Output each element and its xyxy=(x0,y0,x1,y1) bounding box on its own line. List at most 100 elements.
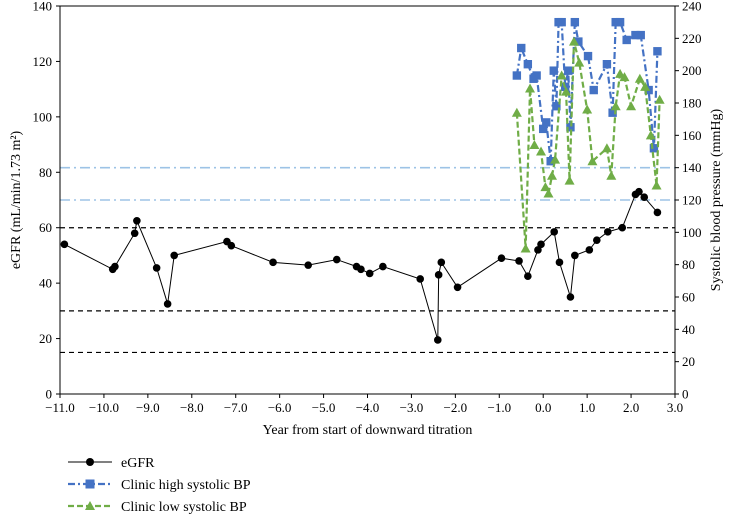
data-point xyxy=(635,187,643,196)
data-point xyxy=(332,255,341,264)
reference-lines xyxy=(60,166,675,354)
data-point xyxy=(626,101,637,111)
data-point xyxy=(564,66,573,75)
legend-item-low-bp: Clinic low systolic BP xyxy=(68,500,247,514)
y2-tick-label: 0 xyxy=(682,387,689,402)
data-point xyxy=(550,154,561,164)
x-tick-label: −1.0 xyxy=(487,400,511,415)
y2-tick-label: 40 xyxy=(682,322,695,337)
y-tick-label: 100 xyxy=(33,109,53,124)
data-point xyxy=(634,73,645,83)
data-point xyxy=(525,83,536,93)
y2-tick-label: 140 xyxy=(682,160,702,175)
series-low-bp xyxy=(511,36,665,253)
data-point xyxy=(133,216,141,225)
data-point xyxy=(529,140,540,150)
data-point xyxy=(587,156,598,166)
y2-tick-label: 220 xyxy=(682,31,702,46)
y-tick-label: 40 xyxy=(39,276,52,291)
data-point xyxy=(60,240,69,249)
data-point xyxy=(304,261,312,269)
data-point xyxy=(606,170,617,180)
x-tick-label: −6.0 xyxy=(268,400,292,415)
y2-tick-label: 180 xyxy=(682,96,702,111)
data-point xyxy=(111,262,119,271)
y2-tick-label: 20 xyxy=(682,354,695,369)
data-point xyxy=(357,265,365,274)
x-tick-label: −2.0 xyxy=(444,400,468,415)
data-point xyxy=(497,254,506,262)
y2-axis-label: Systolic blood pressure (mmHg) xyxy=(709,108,724,291)
y2-tick-label: 160 xyxy=(682,128,702,143)
data-point xyxy=(170,251,179,260)
series-egfr xyxy=(60,187,662,344)
data-point xyxy=(636,30,645,40)
data-point xyxy=(437,258,446,267)
data-point xyxy=(622,35,631,45)
legend-label-low-bp: Clinic low systolic BP xyxy=(121,500,247,514)
x-tick-label: 3.0 xyxy=(667,400,683,415)
data-point xyxy=(602,60,612,69)
x-tick-label: −4.0 xyxy=(356,400,380,415)
y2-tick-label: 100 xyxy=(682,225,702,240)
data-point xyxy=(582,104,593,114)
data-point xyxy=(640,81,651,91)
data-point xyxy=(540,182,551,192)
data-point xyxy=(552,102,561,111)
data-point xyxy=(227,241,236,250)
x-tick-label: 0.0 xyxy=(535,400,551,415)
legend-marker-egfr xyxy=(86,458,94,466)
y-axis-label: eGFR (mL/min/1.73 m²) xyxy=(9,130,24,269)
data-point xyxy=(434,271,443,279)
series-line xyxy=(515,41,661,249)
data-point xyxy=(546,157,555,166)
data-point xyxy=(130,229,139,238)
data-point xyxy=(589,85,598,95)
data-point xyxy=(555,258,564,267)
data-point xyxy=(619,72,630,82)
y2-tick-label: 60 xyxy=(682,290,695,305)
data-point xyxy=(593,236,601,244)
data-point xyxy=(564,175,575,185)
y2-tick-label: 200 xyxy=(682,63,702,78)
data-point xyxy=(601,143,612,153)
data-point xyxy=(603,228,612,236)
data-point xyxy=(517,43,526,53)
x-tick-label: −8.0 xyxy=(180,400,204,415)
data-point xyxy=(610,101,621,111)
data-point xyxy=(542,118,551,127)
data-point xyxy=(574,37,583,46)
data-point xyxy=(571,251,579,260)
data-point xyxy=(568,36,579,46)
data-point xyxy=(585,246,594,254)
y-tick-label: 0 xyxy=(46,387,53,402)
data-point xyxy=(566,293,575,301)
data-point xyxy=(416,275,425,283)
data-point xyxy=(532,71,541,80)
legend-marker-low-bp xyxy=(85,501,95,510)
data-point xyxy=(152,264,161,272)
data-point xyxy=(566,123,575,132)
y-tick-label: 20 xyxy=(39,331,52,346)
y2-tick-label: 240 xyxy=(682,0,702,14)
data-point xyxy=(523,60,533,69)
data-point xyxy=(543,188,554,198)
data-point xyxy=(645,130,656,140)
data-point xyxy=(649,144,659,153)
x-tick-label: −10.0 xyxy=(89,400,119,415)
data-point xyxy=(163,300,172,308)
data-point xyxy=(520,243,531,253)
x-tick-label: −3.0 xyxy=(400,400,424,415)
legend-label-egfr: eGFR xyxy=(121,456,155,471)
data-point xyxy=(534,246,542,254)
x-tick-label: −11.0 xyxy=(45,400,75,415)
data-point xyxy=(653,208,662,217)
x-axis-label: Year from start of downward titration xyxy=(263,423,473,438)
data-point xyxy=(549,66,558,75)
data-point xyxy=(556,70,567,80)
data-point xyxy=(453,283,462,292)
data-point xyxy=(640,193,649,202)
legend-label-high-bp: Clinic high systolic BP xyxy=(121,478,251,493)
data-point xyxy=(653,47,662,56)
